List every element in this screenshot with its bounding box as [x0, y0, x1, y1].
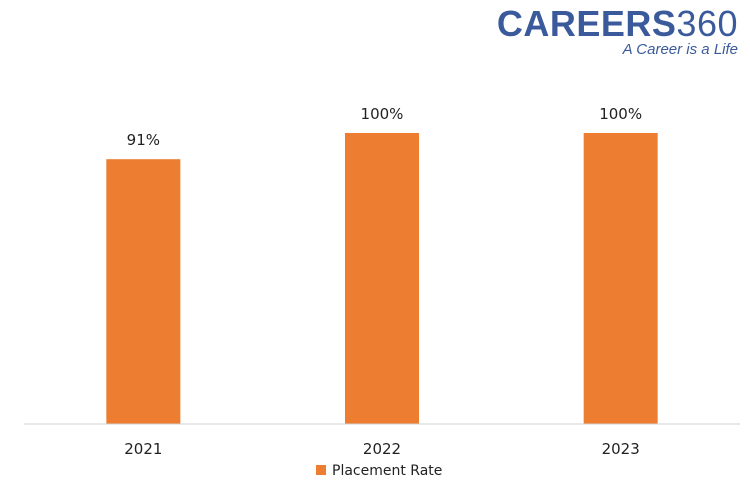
- bar-2022: [345, 133, 419, 424]
- bar-2023: [583, 133, 658, 424]
- legend: Placement Rate: [316, 463, 442, 479]
- data-label-2023: 100%: [599, 105, 642, 123]
- careers360-logo: CAREERS360 A Career is a Life: [497, 4, 738, 58]
- logo-brand-number: 360: [676, 3, 738, 44]
- logo-wordmark: CAREERS360: [497, 4, 738, 44]
- x-tick-labels-group: 2021 2022 2023: [124, 440, 640, 458]
- legend-label: Placement Rate: [332, 463, 442, 479]
- bar-2021: [106, 159, 181, 424]
- x-tick-label-2023: 2023: [602, 440, 640, 458]
- data-labels-group: 91% 100% 100%: [127, 105, 642, 149]
- bars-group: [106, 133, 658, 424]
- legend-swatch: [316, 465, 326, 475]
- data-label-2022: 100%: [361, 105, 404, 123]
- logo-brand-word: CAREERS: [496, 3, 677, 44]
- x-tick-label-2022: 2022: [363, 440, 401, 458]
- data-label-2021: 91%: [127, 131, 160, 149]
- x-tick-label-2021: 2021: [124, 440, 162, 458]
- logo-tagline: A Career is a Life: [622, 41, 738, 58]
